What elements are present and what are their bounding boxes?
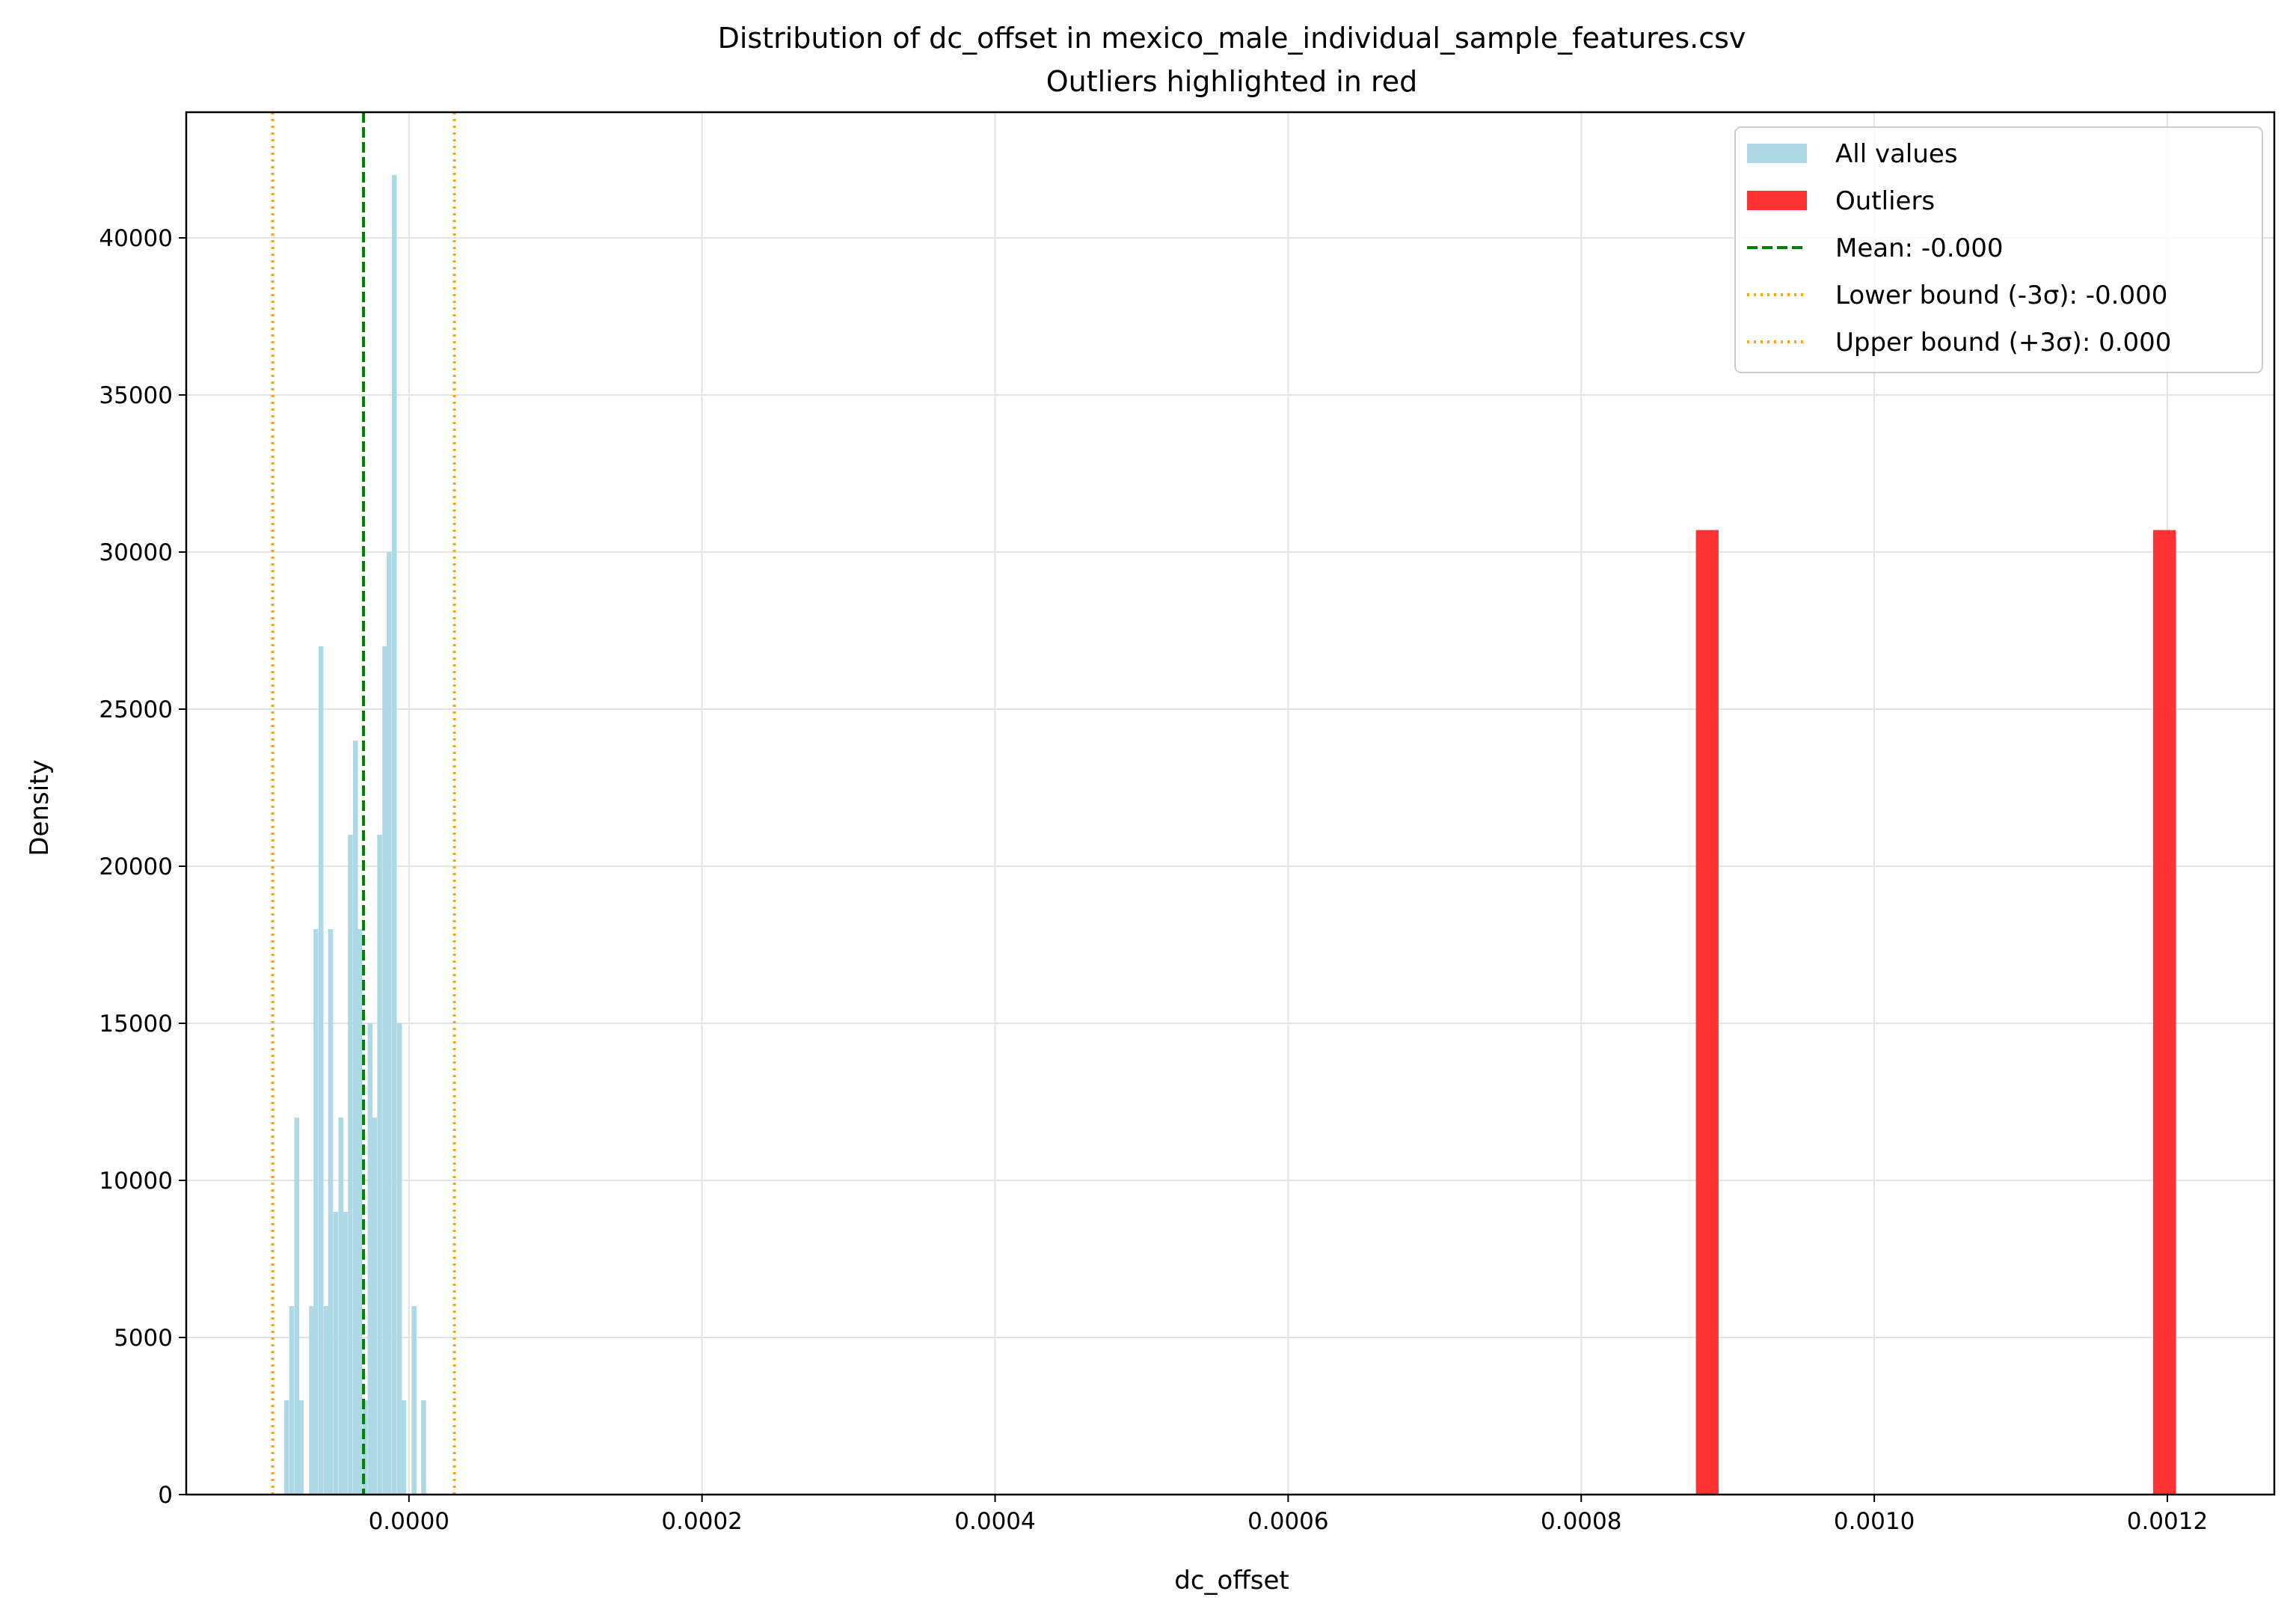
outlier-bar (1695, 530, 1719, 1495)
histogram-bar (391, 175, 397, 1495)
y-tick-label: 35000 (99, 382, 173, 409)
histogram-bar (333, 1212, 339, 1495)
histogram-bar (372, 1118, 378, 1495)
x-tick-label: 0.0000 (369, 1508, 449, 1535)
legend-label: Upper bound (+3σ): 0.000 (1835, 328, 2171, 358)
x-tick-label: 0.0002 (661, 1508, 742, 1535)
chart-title: Distribution of dc_offset in mexico_male… (718, 22, 1746, 55)
histogram-bar (401, 1400, 407, 1495)
histogram-bar (387, 552, 392, 1495)
histogram-bar (294, 1118, 300, 1495)
histogram-bars (283, 175, 2176, 1495)
y-tick-label: 25000 (99, 696, 173, 723)
histogram-bar (298, 1400, 304, 1495)
legend-swatch (1747, 144, 1807, 163)
histogram-bar (396, 1023, 402, 1495)
histogram-bar (353, 741, 358, 1495)
y-tick-label: 30000 (99, 539, 173, 566)
y-tick-label: 0 (158, 1482, 173, 1509)
legend-box (1734, 126, 2263, 373)
x-tick-label: 0.0010 (1834, 1508, 1915, 1535)
chart-subtitle: Outliers highlighted in red (1046, 65, 1418, 98)
legend-label: Outliers (1835, 186, 1935, 216)
legend-label: Mean: -0.000 (1835, 233, 2004, 263)
histogram-bar (283, 1400, 289, 1495)
x-tick-label: 0.0006 (1247, 1508, 1328, 1535)
x-axis-label: dc_offset (1174, 1566, 1289, 1596)
y-tick-label: 10000 (99, 1168, 173, 1195)
y-tick-label: 20000 (99, 854, 173, 880)
histogram-bar (289, 1306, 295, 1495)
histogram-bar (382, 646, 387, 1495)
histogram-bar (348, 835, 353, 1495)
histogram-bar (357, 929, 363, 1495)
histogram-bar (318, 646, 324, 1495)
y-axis-label: Density (25, 759, 55, 856)
histogram-bar (343, 1212, 348, 1495)
histogram-bar (367, 1023, 373, 1495)
axes: 0.0000 0.0002 0.0004 0.0006 0.0008 0.0010 0.00… (99, 111, 2276, 1535)
legend: All values Outliers Mean: -0.000 Lower boun… (1734, 126, 2263, 373)
x-tick-label: 0.0012 (2127, 1508, 2208, 1535)
histogram-bar (377, 835, 382, 1495)
legend-label: All values (1835, 139, 1958, 169)
y-tick-label: 40000 (99, 225, 173, 252)
x-tick-label: 0.0008 (1541, 1508, 1621, 1535)
legend-label: Lower bound (-3σ): -0.000 (1835, 281, 2167, 310)
histogram-bar (313, 929, 319, 1495)
x-tick-label: 0.0004 (954, 1508, 1035, 1535)
legend-swatch (1747, 191, 1807, 210)
histogram-bar (309, 1306, 314, 1495)
outlier-bar (2152, 530, 2176, 1495)
histogram-bar (328, 929, 334, 1495)
histogram-bar (338, 1118, 343, 1495)
reference-lines (271, 112, 456, 1495)
histogram-bar (421, 1400, 426, 1495)
y-tick-label: 5000 (114, 1325, 173, 1352)
plot-frame (185, 111, 2276, 1496)
y-tick-label: 15000 (99, 1011, 173, 1038)
histogram-bar (411, 1306, 417, 1495)
histogram-bar (323, 1306, 329, 1495)
